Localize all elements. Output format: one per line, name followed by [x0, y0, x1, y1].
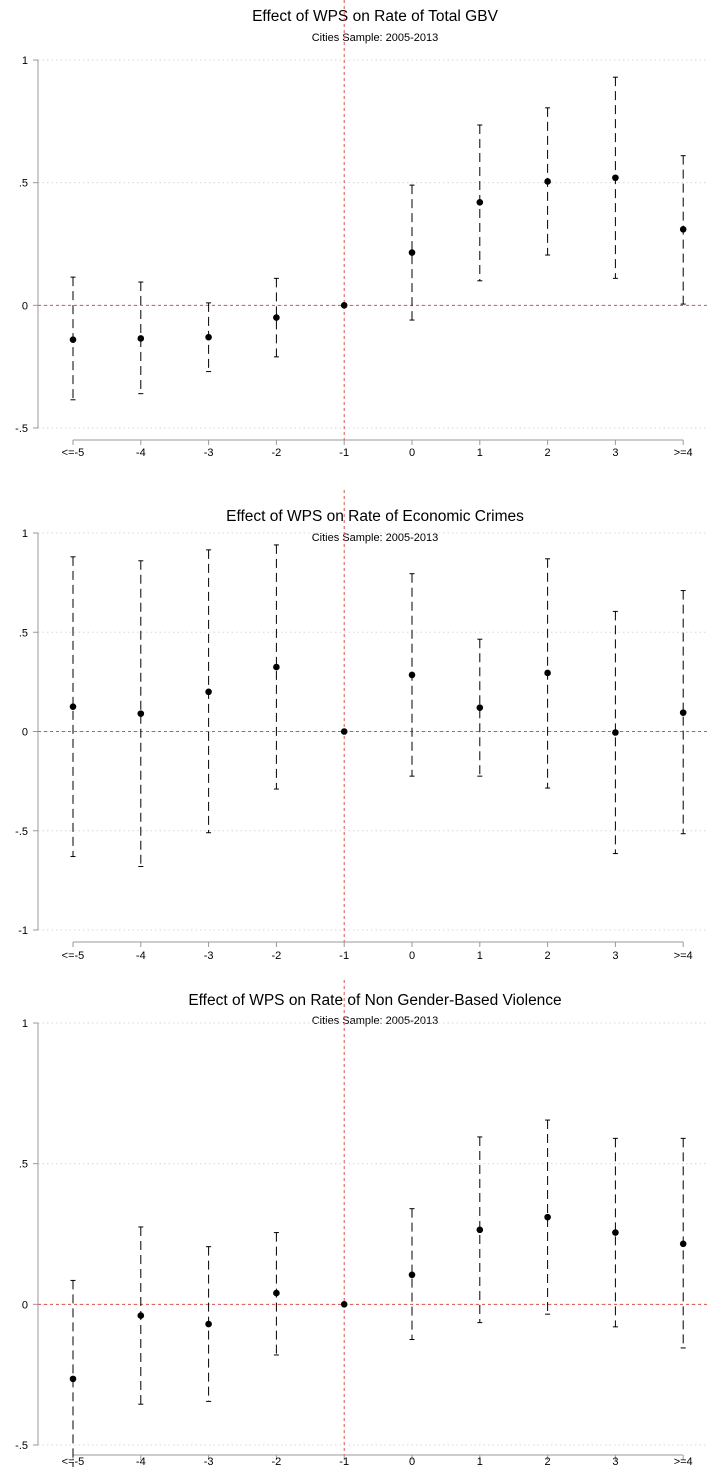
data-point: [69, 703, 77, 710]
x-tick-label: >=4: [674, 1456, 693, 1467]
x-tick-label: 3: [612, 950, 618, 962]
data-point: [679, 225, 687, 233]
data-point: [69, 1375, 77, 1383]
x-tick-label: 2: [545, 447, 551, 459]
data-point: [476, 704, 484, 711]
data-point: [476, 1226, 484, 1234]
x-tick-label: 1: [477, 950, 483, 962]
x-tick-label: <=-5: [62, 950, 85, 962]
y-tick-label: 0: [22, 727, 28, 739]
x-tick-label: 2: [545, 950, 551, 962]
x-tick-label: >=4: [674, 950, 693, 962]
x-tick-label: -1: [339, 1456, 349, 1467]
y-tick-label: -.5: [15, 1440, 28, 1452]
x-tick-label: 1: [477, 447, 483, 459]
y-tick-label: .5: [19, 1159, 28, 1171]
data-point: [679, 709, 687, 716]
x-tick-label: <=-5: [62, 1456, 85, 1467]
data-point: [612, 729, 619, 736]
y-tick-label: -.5: [15, 826, 28, 838]
data-point: [340, 1301, 348, 1308]
x-tick-label: -4: [136, 447, 146, 459]
chart-total-gbv: Effect of WPS on Rate of Total GBV Citie…: [15, 0, 707, 459]
data-point: [340, 302, 348, 309]
x-tick-label: >=4: [674, 447, 693, 459]
data-point: [273, 1289, 280, 1297]
plot-area: -1 -.5 0 .5 1 <=-5 -4 -3 -2 -1 0 1 2 3 >=4: [15, 490, 707, 962]
x-tick-label: -4: [136, 950, 146, 962]
chart-non-gender-violence: Effect of WPS on Rate of Non Gender-Base…: [15, 980, 707, 1467]
x-tick-label: 3: [612, 447, 618, 459]
data-point: [408, 1271, 416, 1279]
data-point: [205, 1320, 212, 1328]
x-tick-label: 0: [409, 447, 415, 459]
x-tick-label: 3: [612, 1456, 618, 1467]
data-point: [476, 198, 484, 206]
x-tick-label: 2: [545, 1456, 551, 1467]
data-point: [205, 333, 212, 341]
x-tick-label: <=-5: [62, 447, 85, 459]
x-tick-label: -1: [339, 447, 349, 459]
data-point: [408, 671, 416, 679]
chart-title: Effect of WPS on Rate of Non Gender-Base…: [188, 992, 561, 1009]
x-tick-label: 1: [477, 1456, 483, 1467]
data-point: [612, 174, 619, 182]
data-point: [137, 335, 145, 342]
data-point: [205, 688, 212, 696]
x-tick-label: -3: [204, 447, 214, 459]
data-point: [544, 1213, 551, 1221]
x-tick-label: -2: [272, 950, 282, 962]
chart-title: Effect of WPS on Rate of Economic Crimes: [226, 508, 524, 525]
y-tick-label: -.5: [15, 423, 28, 435]
data-point: [137, 1312, 145, 1319]
chart-title: Effect of WPS on Rate of Total GBV: [252, 8, 498, 25]
data-point: [340, 728, 348, 735]
x-tick-label: -3: [204, 950, 214, 962]
plot-area: -.5 0 .5 1 <=-5 -4 -3 -2 -1 0 1 2 3 >=4: [15, 980, 707, 1467]
y-tick-label: 0: [22, 1299, 28, 1311]
x-tick-label: -4: [136, 1456, 146, 1467]
y-tick-label: 0: [22, 300, 28, 312]
data-point: [544, 178, 551, 185]
y-tick-label: 1: [22, 1018, 28, 1030]
x-tick-label: 0: [409, 1456, 415, 1467]
chart-subtitle: Cities Sample: 2005-2013: [312, 32, 439, 44]
y-tick-label: -1: [18, 925, 28, 937]
y-tick-label: .5: [19, 627, 28, 639]
chart-economic-crimes: Effect of WPS on Rate of Economic Crimes…: [15, 490, 707, 962]
chart-subtitle: Cities Sample: 2005-2013: [312, 532, 439, 544]
chart-subtitle: Cities Sample: 2005-2013: [312, 1015, 439, 1027]
y-tick-label: .5: [19, 178, 28, 190]
x-tick-label: 0: [409, 950, 415, 962]
x-tick-label: -2: [272, 1456, 282, 1467]
data-point: [408, 249, 416, 256]
data-point: [137, 710, 145, 717]
x-tick-label: -3: [204, 1456, 214, 1467]
plot-area: -.5 0 .5 1 <=-5 -4 -3 -2 -1 0 1 2 3 >=4: [15, 0, 707, 459]
data-point: [69, 336, 77, 343]
data-point: [679, 1240, 687, 1248]
x-tick-label: -2: [272, 447, 282, 459]
data-point: [612, 1229, 619, 1236]
data-point: [544, 669, 551, 677]
data-point: [273, 314, 280, 321]
data-point: [273, 663, 280, 671]
y-tick-label: 1: [22, 55, 28, 67]
y-tick-label: 1: [22, 528, 28, 540]
x-tick-label: -1: [339, 950, 349, 962]
